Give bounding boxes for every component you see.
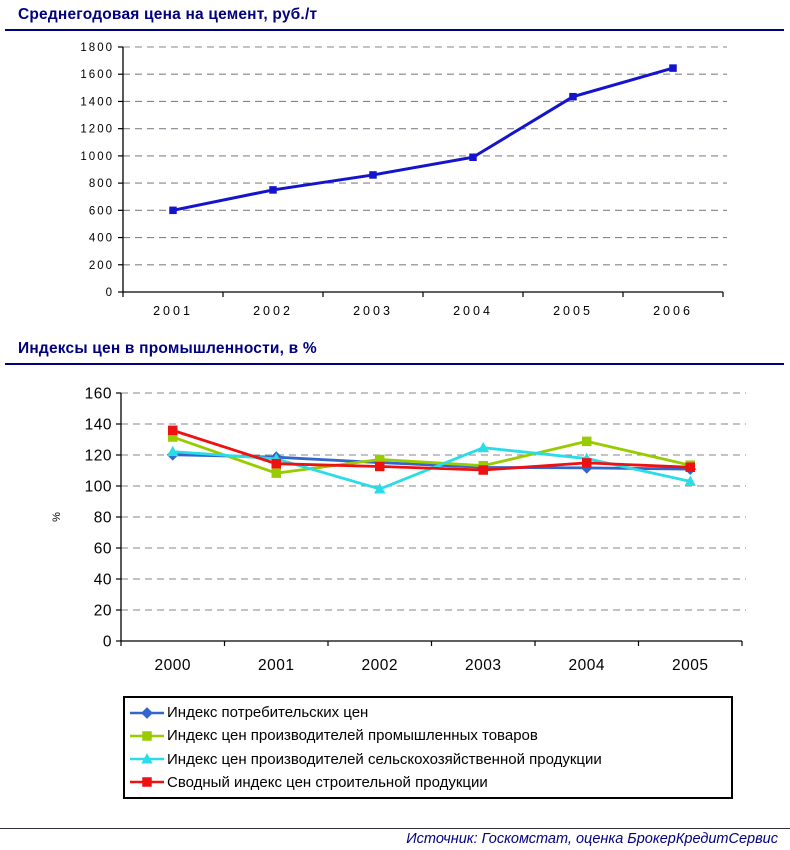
legend-label: Индекс цен производителей промышленных т… bbox=[167, 727, 538, 745]
legend-item-construction-price-index: Сводный индекс цен строительной продукци… bbox=[129, 775, 727, 790]
svg-text:0: 0 bbox=[103, 633, 112, 650]
svg-text:2002: 2002 bbox=[362, 657, 398, 674]
svg-text:1600: 1600 bbox=[80, 69, 114, 81]
svg-text:2002: 2002 bbox=[253, 304, 293, 318]
source-note: Источник: Госкомстат, оценка БрокерКреди… bbox=[406, 831, 778, 847]
title-rule-bottom bbox=[5, 363, 784, 365]
legend-label: Индекс потребительских цен bbox=[167, 704, 369, 722]
svg-text:1400: 1400 bbox=[80, 96, 114, 108]
svg-text:100: 100 bbox=[85, 478, 112, 495]
svg-text:40: 40 bbox=[94, 571, 112, 588]
svg-text:2004: 2004 bbox=[453, 304, 493, 318]
industrial-producer-price-index-line-marker-icon bbox=[130, 731, 164, 741]
svg-text:2004: 2004 bbox=[569, 657, 605, 674]
price-indices-line-chart: 0 20 40 60 80 100 120 140 160 2000 2001 2002 2003 200… bbox=[51, 385, 746, 674]
svg-text:160: 160 bbox=[85, 385, 112, 402]
svg-text:2005: 2005 bbox=[672, 657, 708, 674]
title-rule-top bbox=[5, 29, 784, 31]
svg-text:2000: 2000 bbox=[155, 657, 191, 674]
price-indices-chart-title: Индексы цен в промышленности, в % bbox=[18, 340, 317, 357]
construction-price-index-line-marker-icon bbox=[130, 777, 164, 788]
legend-item-consumer-price-index: Индекс потребительских цен bbox=[129, 705, 727, 720]
agricultural-producer-price-index-line-marker-icon bbox=[130, 753, 164, 764]
svg-text:120: 120 bbox=[85, 447, 112, 464]
svg-text:1800: 1800 bbox=[80, 42, 114, 54]
svg-text:600: 600 bbox=[89, 205, 114, 217]
svg-text:%: % bbox=[51, 512, 63, 522]
legend-item-industrial-producer-price-index: Индекс цен производителей промышленных т… bbox=[129, 728, 727, 743]
price-indices-legend: Индекс потребительских цен Индекс цен пр… bbox=[123, 696, 733, 799]
svg-text:2005: 2005 bbox=[553, 304, 593, 318]
svg-text:800: 800 bbox=[89, 178, 114, 190]
svg-text:200: 200 bbox=[89, 260, 114, 272]
legend-label: Индекс цен производителей сельскохозяйст… bbox=[167, 750, 602, 768]
svg-text:60: 60 bbox=[94, 540, 112, 557]
svg-text:1000: 1000 bbox=[80, 151, 114, 163]
consumer-price-index-line-marker-icon bbox=[130, 706, 164, 719]
svg-text:2006: 2006 bbox=[653, 304, 693, 318]
svg-text:2003: 2003 bbox=[465, 657, 501, 674]
svg-text:400: 400 bbox=[89, 233, 114, 245]
svg-text:2001: 2001 bbox=[258, 657, 294, 674]
cement-price-line-chart: 0 200 400 600 800 1000 1200 1400 1600 1800 2001 200… bbox=[80, 42, 727, 318]
legend-label: Сводный индекс цен строительной продукци… bbox=[167, 773, 488, 791]
svg-text:0: 0 bbox=[106, 287, 114, 299]
legend-item-agricultural-producer-price-index: Индекс цен производителей сельскохозяйст… bbox=[129, 752, 727, 767]
svg-text:2003: 2003 bbox=[353, 304, 393, 318]
svg-text:1200: 1200 bbox=[80, 124, 114, 136]
svg-text:140: 140 bbox=[85, 416, 112, 433]
svg-text:20: 20 bbox=[94, 602, 112, 619]
svg-text:2001: 2001 bbox=[153, 304, 193, 318]
svg-text:80: 80 bbox=[94, 509, 112, 526]
footer-rule bbox=[0, 828, 790, 829]
cement-price-chart-title: Среднегодовая цена на цемент, руб./т bbox=[18, 6, 318, 23]
